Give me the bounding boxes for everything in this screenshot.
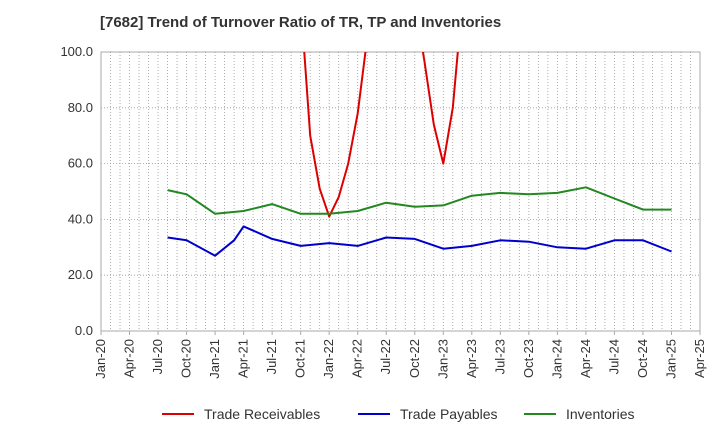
x-tick-label: Oct-22 [407,339,422,378]
x-tick-label: Apr-23 [464,339,479,378]
x-tick-label: Jan-20 [93,339,108,379]
legend-label-trade-payables: Trade Payables [400,406,498,422]
y-tick-label: 40.0 [68,211,93,226]
grid [101,52,700,331]
x-tick-label: Oct-24 [635,339,650,378]
y-tick-label: 0.0 [75,323,93,338]
series-line-inventories [167,186,672,215]
x-tick-label: Apr-24 [578,339,593,378]
legend-label-trade-receivables: Trade Receivables [204,406,320,422]
series-lines [167,52,672,257]
series-line-trade-payables [167,225,672,257]
x-tick-label: Jan-21 [207,339,222,379]
y-tick-label: 20.0 [68,267,93,282]
x-tick-label: Apr-21 [236,339,251,378]
legend: Trade Receivables Trade Payables Inventori… [162,406,634,422]
x-tick-label: Jan-24 [549,339,564,379]
chart-title: [7682] Trend of Turnover Ratio of TR, TP… [100,14,502,31]
x-tick-label: Jul-22 [378,339,393,374]
x-tick-label: Apr-25 [692,339,707,378]
x-tick-label: Oct-23 [521,339,536,378]
x-tick-label: Jul-24 [606,339,621,374]
series-line-trade-receivables [303,52,459,218]
x-tick-label: Apr-20 [122,339,137,378]
x-tick-label: Jan-22 [321,339,336,379]
x-tick-label: Jul-21 [264,339,279,374]
legend-label-inventories: Inventories [566,406,634,422]
axes: 0.0 20.0 40.0 60.0 80.0 100.0 Jan-20 Apr-20 Jul-… [60,44,707,379]
x-tick-label: Jan-25 [663,339,678,379]
y-tick-label: 100.0 [60,44,93,59]
x-tick-label: Apr-22 [350,339,365,378]
x-tick-label: Jul-23 [492,339,507,374]
x-tick-label: Jan-23 [435,339,450,379]
x-tick-label: Oct-20 [179,339,194,378]
plot-frame [100,51,701,332]
y-tick-label: 60.0 [68,156,93,171]
x-tick-label: Jul-20 [150,339,165,374]
x-tick-label: Oct-21 [293,339,308,378]
y-tick-label: 80.0 [68,100,93,115]
